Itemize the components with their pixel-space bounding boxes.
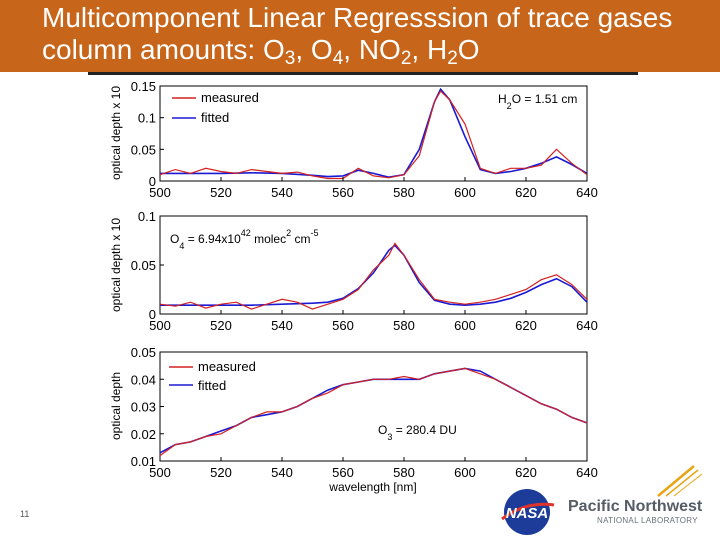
x-tick-label: 620 (515, 318, 537, 333)
y-tick-label: 0.02 (131, 427, 156, 442)
measured-series-line (159, 90, 588, 180)
nasa-logo: NASA (501, 489, 555, 535)
x-tick-label: 520 (210, 465, 232, 480)
legend-fitted-label: fitted (201, 110, 229, 125)
panel-o4: optical depth x 10 O4 = 6.94x1042 molec2… (109, 209, 598, 333)
measured-series-line (159, 367, 588, 457)
legend-fitted-label: fitted (198, 378, 226, 393)
x-tick-label: 500 (149, 318, 171, 333)
title-bar (0, 0, 720, 72)
slide-title: Multicomponent Linear Regresssion of tra… (42, 2, 712, 69)
x-tick-label: 500 (149, 465, 171, 480)
x-tick-label: 540 (271, 318, 293, 333)
title-sub-h2o: 2 (447, 48, 458, 69)
x-tick-label: 540 (271, 465, 293, 480)
y-axis-label: optical depth x 10 (109, 218, 123, 312)
pnnl-logo-lab: NATIONAL LABORATORY (597, 516, 698, 525)
annotation-o4: O4 = 6.94x1042 molec2 cm-5 (170, 228, 318, 251)
title-text-4: , H (411, 34, 448, 65)
pnnl-mark-icon (657, 465, 703, 497)
x-tick-label: 580 (393, 185, 415, 200)
x-tick-label: 520 (210, 185, 232, 200)
nasa-logo-text: NASA (506, 505, 549, 522)
x-tick-label: 640 (576, 318, 598, 333)
y-tick-label: 0.05 (131, 345, 156, 360)
x-tick-label: 580 (393, 318, 415, 333)
y-tick-label: 0.1 (138, 209, 156, 224)
y-axis-label: optical depth (109, 372, 123, 440)
legend: measured fitted (172, 90, 259, 125)
legend-measured-label: measured (201, 90, 259, 105)
figure-top-rule (88, 72, 638, 75)
y-tick-label: 0.04 (131, 372, 156, 387)
pnnl-mark-stroke (665, 469, 699, 497)
x-tick-label: 580 (393, 465, 415, 480)
annotation-o3: O3 = 280.4 DU (378, 423, 457, 442)
x-tick-label: 560 (332, 185, 354, 200)
nasa-logo-swoosh (501, 502, 555, 521)
plot-frame (159, 215, 588, 315)
x-tick-label: 620 (515, 185, 537, 200)
x-tick-label: 520 (210, 318, 232, 333)
measured-series-line (159, 242, 588, 310)
plot-frame (159, 351, 588, 462)
title-sub-2: 2 (400, 48, 412, 69)
y-tick-label: 0.01 (131, 454, 156, 469)
y-tick-label: 0.05 (131, 142, 156, 157)
title-text-2: , O (295, 34, 333, 65)
title-sub-4: 4 (332, 48, 344, 69)
y-axis-label: optical depth x 10 (109, 86, 123, 180)
slide-number: 11 (20, 509, 30, 519)
x-tick-label: 600 (454, 318, 476, 333)
x-tick-label: 500 (149, 185, 171, 200)
pnnl-logo-name: Pacific Northwest (568, 498, 703, 515)
x-tick-label: 640 (576, 185, 598, 200)
panel-o3: optical depth wavelength [nm] O3 = 280.4… (109, 345, 598, 494)
nasa-logo-disc (504, 489, 550, 535)
plot-frame (159, 85, 588, 182)
pnnl-mark-stroke (657, 465, 695, 497)
x-tick-label: 620 (515, 465, 537, 480)
x-tick-label: 640 (576, 465, 598, 480)
y-tick-label: 0.05 (131, 258, 156, 273)
y-tick-label: 0 (149, 307, 156, 322)
x-tick-label: 540 (271, 185, 293, 200)
y-tick-label: 0.03 (131, 400, 156, 415)
y-tick-label: 0.1 (138, 111, 156, 126)
x-tick-label: 560 (332, 318, 354, 333)
title-sub-3: 3 (284, 48, 296, 69)
x-axis-label: wavelength [nm] (328, 480, 416, 494)
panel-h2o: optical depth x 10 H2O = 1.51 cm measure… (109, 79, 598, 200)
annotation-h2o: H2O = 1.51 cm (498, 92, 577, 111)
title-text-5: O (457, 34, 480, 65)
legend: measured fitted (169, 359, 256, 393)
pnnl-mark-stroke (673, 473, 703, 497)
x-tick-label: 600 (454, 465, 476, 480)
legend-measured-label: measured (198, 359, 256, 374)
title-text-3: , NO (343, 34, 401, 65)
x-tick-label: 600 (454, 185, 476, 200)
x-tick-label: 560 (332, 465, 354, 480)
title-text-1: Multicomponent Linear Regresssion of tra… (42, 2, 673, 65)
y-tick-label: 0.15 (131, 79, 156, 94)
y-tick-label: 0 (149, 174, 156, 189)
